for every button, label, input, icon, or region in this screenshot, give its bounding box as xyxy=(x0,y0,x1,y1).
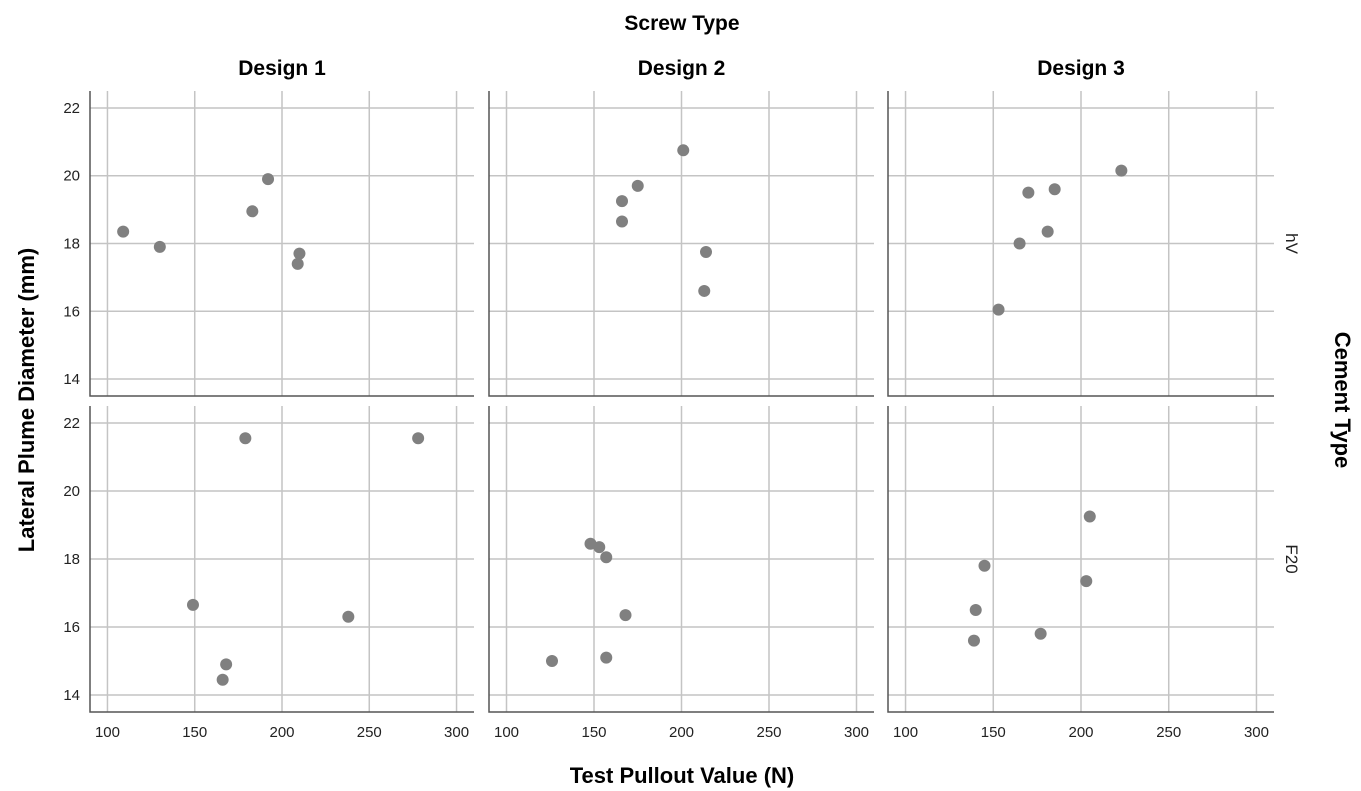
panels-group: Design 1 Design 2 Design 3 hV F20 14 16 18 20 22 1… xyxy=(63,57,1301,741)
x-tick-label: 100 xyxy=(893,724,918,741)
x-tick-label: 250 xyxy=(1156,724,1181,741)
y-tick-label: 18 xyxy=(63,236,80,253)
x-tick-label: 100 xyxy=(494,724,519,741)
data-point xyxy=(153,240,166,253)
x-tick-label: 300 xyxy=(444,724,469,741)
panel-frame xyxy=(887,406,1274,713)
data-point xyxy=(969,604,982,616)
data-point xyxy=(1013,237,1026,250)
column-header-2: Design 2 xyxy=(638,57,726,80)
y-axis-label: Lateral Plume Diameter (mm) xyxy=(14,248,39,552)
y-tick-label: 20 xyxy=(63,483,80,500)
panel-frame xyxy=(89,406,474,713)
x-tick-label: 200 xyxy=(669,724,694,741)
x-tick-label: 150 xyxy=(581,724,606,741)
data-point xyxy=(631,179,644,192)
y-tick-label: 16 xyxy=(63,303,80,320)
data-point xyxy=(1041,225,1054,238)
data-point xyxy=(293,247,306,260)
data-point xyxy=(1115,164,1128,177)
data-point xyxy=(1022,186,1035,199)
data-point xyxy=(600,551,613,564)
column-header-1: Design 1 xyxy=(238,57,326,80)
column-header-3: Design 3 xyxy=(1037,57,1125,80)
data-point xyxy=(600,651,613,664)
data-point xyxy=(967,634,980,647)
data-point xyxy=(1048,183,1061,196)
row-label-2: F20 xyxy=(1282,544,1301,573)
data-point xyxy=(1034,627,1047,640)
row-label-1: hV xyxy=(1282,233,1301,254)
panel-frame xyxy=(488,406,874,713)
data-point xyxy=(593,541,606,554)
data-point xyxy=(700,245,712,258)
y-tick-label: 20 xyxy=(63,168,80,185)
y-tick-label: 16 xyxy=(63,619,80,636)
panel-frame xyxy=(887,91,1274,397)
data-point xyxy=(239,432,252,445)
data-point xyxy=(677,144,690,157)
x-tick-label: 200 xyxy=(1068,724,1093,741)
data-point xyxy=(619,609,632,622)
data-point xyxy=(698,284,711,297)
data-point xyxy=(246,205,259,218)
panel-frame xyxy=(89,91,474,397)
y-tick-label: 18 xyxy=(63,551,80,568)
data-point xyxy=(616,215,628,228)
data-point xyxy=(546,655,558,667)
x-tick-label: 150 xyxy=(981,724,1006,741)
data-point xyxy=(342,610,355,623)
x-tick-label: 300 xyxy=(844,724,869,741)
x-tick-label: 250 xyxy=(357,724,382,741)
y-tick-label: 14 xyxy=(63,371,80,388)
y-tick-label: 22 xyxy=(63,100,80,117)
x-tick-label: 100 xyxy=(95,724,120,741)
data-point xyxy=(117,225,130,238)
x-axis-label: Test Pullout Value (N) xyxy=(570,763,795,788)
chart-title: Screw Type xyxy=(624,12,739,35)
data-point xyxy=(291,257,304,270)
data-point xyxy=(616,195,628,208)
data-point xyxy=(1083,510,1096,523)
data-point xyxy=(978,559,991,572)
y-tick-label: 22 xyxy=(63,415,80,432)
data-point xyxy=(186,598,199,611)
data-point xyxy=(262,173,275,186)
y-tick-label: 14 xyxy=(63,687,80,704)
data-point xyxy=(992,303,1005,316)
x-tick-label: 200 xyxy=(269,724,294,741)
x-tick-label: 250 xyxy=(756,724,781,741)
data-point xyxy=(1080,575,1093,588)
data-point xyxy=(216,673,229,686)
data-point xyxy=(412,432,425,445)
x-tick-label: 150 xyxy=(182,724,207,741)
x-tick-label: 300 xyxy=(1244,724,1269,741)
row-facet-label: Cement Type xyxy=(1330,332,1355,469)
data-point xyxy=(220,658,233,671)
panel-frame xyxy=(488,91,874,397)
